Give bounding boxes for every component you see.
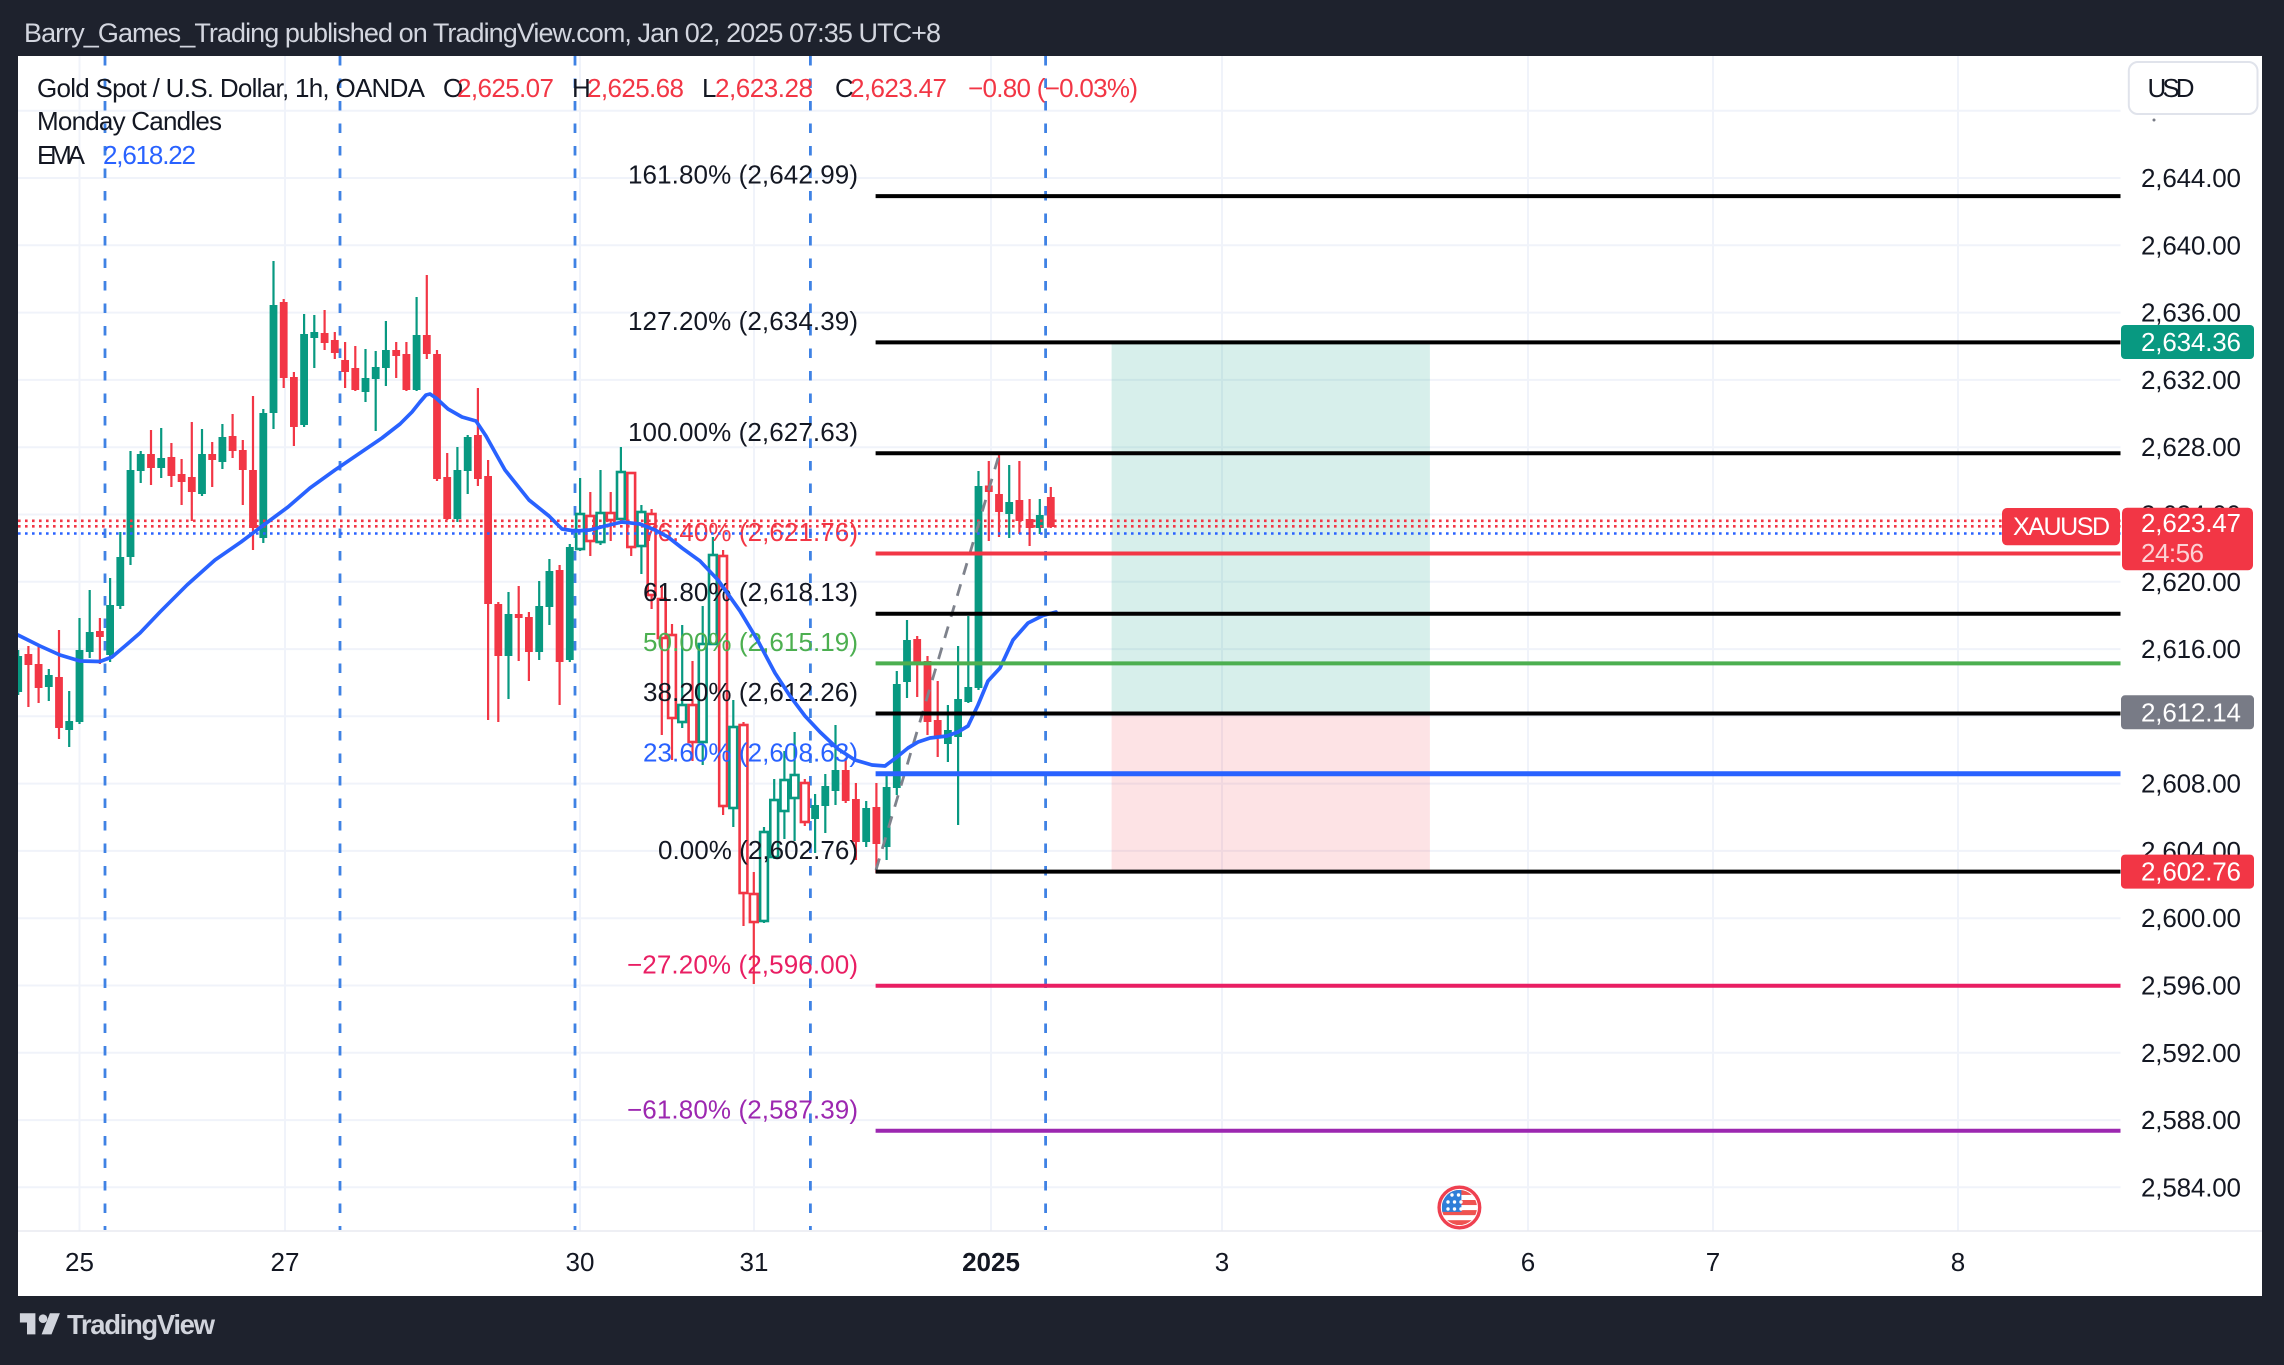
svg-text:6: 6 <box>1521 1247 1535 1277</box>
svg-text:2,612.14: 2,612.14 <box>2141 697 2241 727</box>
svg-text:2,640.00: 2,640.00 <box>2141 230 2241 260</box>
svg-text:Monday Candles: Monday Candles <box>37 106 222 136</box>
svg-text:38.20% (2,612.26): 38.20% (2,612.26) <box>643 677 858 707</box>
svg-text:2,584.00: 2,584.00 <box>2141 1172 2241 1202</box>
svg-text:2,644.00: 2,644.00 <box>2141 163 2241 193</box>
svg-text:2,602.76: 2,602.76 <box>2141 857 2241 887</box>
svg-text:2,618.22: 2,618.22 <box>103 140 196 170</box>
svg-text:2,600.00: 2,600.00 <box>2141 903 2241 933</box>
svg-text:H: H <box>572 73 591 103</box>
svg-text:2,596.00: 2,596.00 <box>2141 971 2241 1001</box>
svg-text:2,608.00: 2,608.00 <box>2141 769 2241 799</box>
svg-text:8: 8 <box>1951 1247 1965 1277</box>
svg-text:161.80% (2,642.99): 161.80% (2,642.99) <box>628 160 858 190</box>
svg-text:31: 31 <box>740 1247 769 1277</box>
svg-text:Gold Spot / U.S. Dollar, 1h, O: Gold Spot / U.S. Dollar, 1h, OANDA <box>37 73 426 103</box>
svg-text:2,625.07: 2,625.07 <box>457 73 554 103</box>
svg-text:L: L <box>702 73 716 103</box>
svg-text:−0.80 (−0.03%): −0.80 (−0.03%) <box>968 73 1138 103</box>
svg-text:127.20% (2,634.39): 127.20% (2,634.39) <box>628 306 858 336</box>
svg-text:O: O <box>443 73 463 103</box>
svg-text:2,628.00: 2,628.00 <box>2141 432 2241 462</box>
svg-text:100.00% (2,627.63): 100.00% (2,627.63) <box>628 417 858 447</box>
svg-text:25: 25 <box>65 1247 94 1277</box>
svg-text:2,625.68: 2,625.68 <box>587 73 684 103</box>
svg-text:C: C <box>835 73 854 103</box>
svg-text:2,634.36: 2,634.36 <box>2141 327 2241 357</box>
svg-text:61.80% (2,618.13): 61.80% (2,618.13) <box>643 577 858 607</box>
svg-text:TradingView: TradingView <box>67 1309 216 1340</box>
svg-text:27: 27 <box>271 1247 300 1277</box>
svg-text:2,620.00: 2,620.00 <box>2141 567 2241 597</box>
svg-text:0.00% (2,602.76): 0.00% (2,602.76) <box>658 835 858 865</box>
svg-text:3: 3 <box>1215 1247 1229 1277</box>
svg-text:2025: 2025 <box>962 1247 1020 1277</box>
svg-text:2,592.00: 2,592.00 <box>2141 1038 2241 1068</box>
svg-text:23.60% (2,608.63): 23.60% (2,608.63) <box>643 737 858 767</box>
svg-text:2,623.47: 2,623.47 <box>850 73 947 103</box>
svg-text:2,616.00: 2,616.00 <box>2141 634 2241 664</box>
svg-text:−27.20% (2,596.00): −27.20% (2,596.00) <box>627 949 858 979</box>
svg-text:2,636.00: 2,636.00 <box>2141 298 2241 328</box>
svg-text:2,623.28: 2,623.28 <box>715 73 813 103</box>
svg-text:24:56: 24:56 <box>2141 538 2204 568</box>
svg-text:USD: USD <box>2148 73 2195 103</box>
svg-text:−61.80% (2,587.39): −61.80% (2,587.39) <box>627 1094 858 1124</box>
svg-text:EMA: EMA <box>37 140 86 170</box>
svg-text:XAUUSD: XAUUSD <box>2013 513 2110 541</box>
svg-text:30: 30 <box>566 1247 595 1277</box>
svg-text:76.40% (2,621.76): 76.40% (2,621.76) <box>643 517 858 547</box>
svg-text:2,632.00: 2,632.00 <box>2141 365 2241 395</box>
svg-text:2,623.47: 2,623.47 <box>2141 508 2241 538</box>
svg-text:2,588.00: 2,588.00 <box>2141 1105 2241 1135</box>
svg-text:Barry_Games_Trading published: Barry_Games_Trading published on Trading… <box>24 18 941 48</box>
svg-text:7: 7 <box>1706 1247 1720 1277</box>
